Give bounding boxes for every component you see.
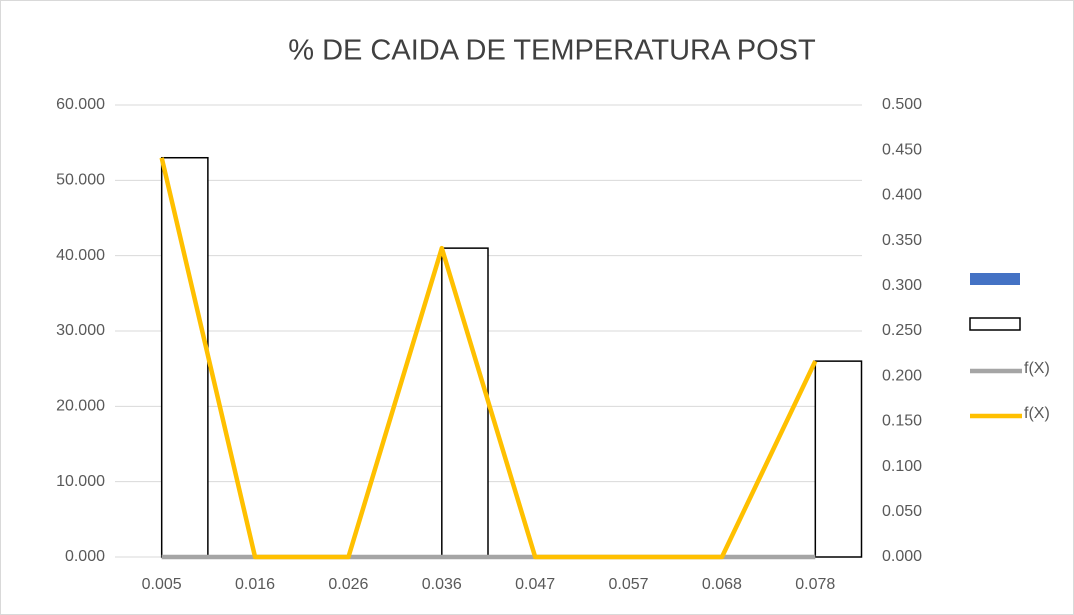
y-tick-label: 40.000 — [56, 247, 105, 264]
y-tick-label: 60.000 — [56, 96, 105, 113]
y2-tick-label: 0.500 — [882, 96, 922, 113]
y2-tick-label: 0.250 — [882, 322, 922, 339]
x-tick-label: 0.026 — [328, 576, 368, 593]
y-tick-label: 50.000 — [56, 172, 105, 189]
legend-swatch — [970, 273, 1020, 285]
x-tick-label: 0.005 — [142, 576, 182, 593]
x-tick-label: 0.068 — [702, 576, 742, 593]
y2-tick-label: 0.000 — [882, 548, 922, 565]
y2-tick-label: 0.050 — [882, 503, 922, 520]
bar — [160, 156, 209, 558]
chart-title: % DE CAIDA DE TEMPERATURA POST — [288, 35, 816, 67]
x-tick-label: 0.016 — [235, 576, 275, 593]
x-tick-label: 0.057 — [609, 576, 649, 593]
x-tick-label: 0.047 — [515, 576, 555, 593]
y-tick-label: 20.000 — [56, 398, 105, 415]
y2-tick-label: 0.200 — [882, 367, 922, 384]
legend-label: f(X) — [1024, 360, 1050, 377]
legend-swatch — [969, 317, 1021, 331]
y2-tick-label: 0.300 — [882, 277, 922, 294]
x-tick-label: 0.078 — [795, 576, 835, 593]
y-tick-label: 30.000 — [56, 322, 105, 339]
x-tick-label: 0.036 — [422, 576, 462, 593]
line-series — [159, 157, 818, 560]
y-tick-label: 10.000 — [56, 473, 105, 490]
y2-tick-label: 0.100 — [882, 458, 922, 475]
legend-label: f(X) — [1024, 405, 1050, 422]
y2-tick-label: 0.350 — [882, 232, 922, 249]
y2-tick-label: 0.400 — [882, 187, 922, 204]
y2-tick-label: 0.150 — [882, 413, 922, 430]
bar — [814, 360, 863, 558]
y-tick-label: 0.000 — [65, 548, 105, 565]
bar — [441, 247, 489, 558]
y2-tick-label: 0.450 — [882, 141, 922, 158]
